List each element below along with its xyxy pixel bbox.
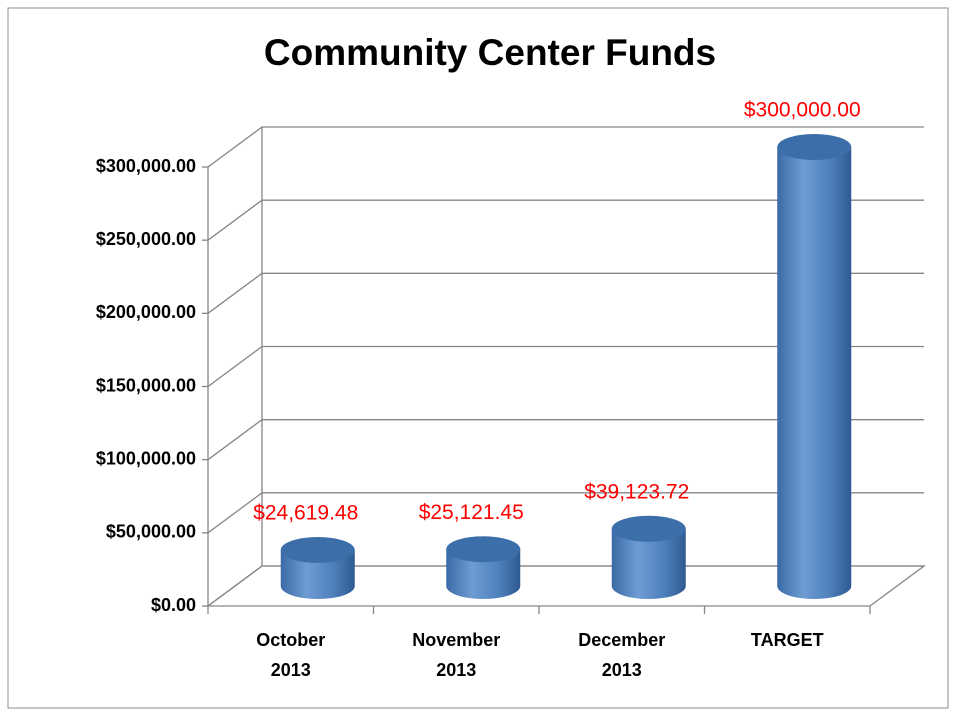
x-tick-label: October 2013: [256, 630, 325, 680]
grid-line: [207, 345, 924, 388]
grid-line: [207, 492, 924, 534]
bar: [777, 147, 852, 599]
bar-top: [611, 515, 686, 542]
y-tick-label: $100,000.00: [96, 448, 196, 468]
chart-title: Community Center Funds: [264, 32, 716, 73]
grid-line: [207, 565, 924, 607]
y-tick-label: $250,000.00: [96, 229, 196, 249]
y-tick-label: $200,000.00: [96, 302, 196, 322]
y-tick-label: $150,000.00: [96, 375, 196, 395]
grid-line: [207, 419, 924, 461]
grid-line: [207, 272, 924, 314]
data-label: $24,619.48: [253, 502, 358, 525]
x-tick-label: TARGET: [751, 630, 824, 650]
grid-line: [207, 199, 924, 241]
bar: [446, 549, 521, 599]
data-label: $300,000.00: [744, 99, 861, 122]
y-tick-label: $300,000.00: [96, 156, 196, 176]
data-label: $39,123.72: [584, 480, 689, 503]
bar-top: [446, 536, 521, 563]
grid-line: [207, 126, 924, 168]
bar-top: [280, 536, 355, 563]
x-tick-label: November 2013: [412, 630, 500, 680]
y-tick-label: $50,000.00: [106, 522, 196, 542]
y-tick-label: $0.00: [151, 595, 196, 615]
bar: [280, 549, 355, 599]
data-label: $25,121.45: [419, 501, 524, 524]
x-tick-label: December 2013: [578, 630, 665, 680]
bar: [611, 528, 686, 599]
bar-top: [777, 134, 852, 160]
